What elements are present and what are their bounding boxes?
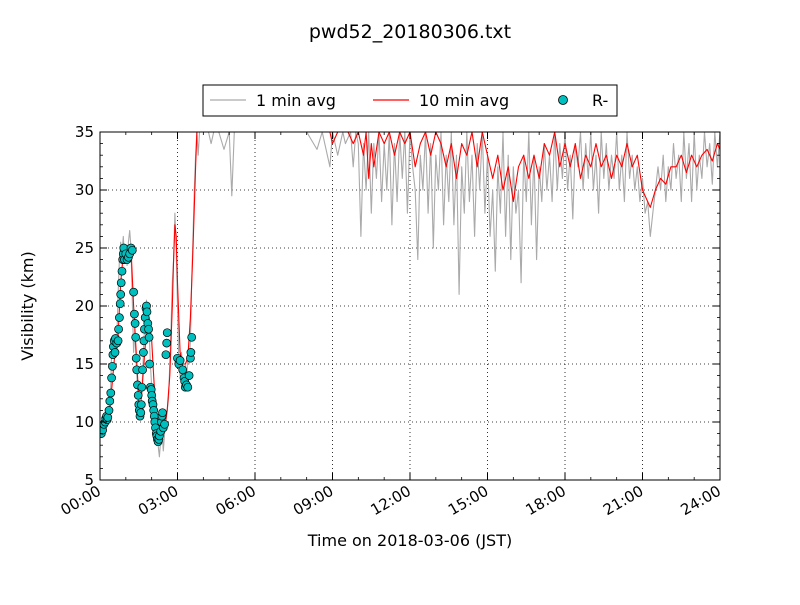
data-point-r	[144, 332, 154, 342]
x-tick-label: 15:00	[445, 482, 491, 519]
chart-title: pwd52_20180306.txt	[309, 21, 511, 43]
data-point-r	[158, 408, 167, 418]
y-tick-label: 10	[75, 413, 94, 431]
legend: 1 min avg 10 min avg R-	[202, 84, 618, 117]
data-point-r	[184, 371, 194, 380]
data-point-r	[110, 348, 120, 357]
data-point-r	[160, 419, 169, 429]
data-point-r	[106, 388, 116, 398]
grid	[100, 132, 720, 480]
data-point-r	[104, 406, 114, 415]
x-tick-label: 21:00	[600, 482, 646, 519]
series-line-10-min-avg	[100, 132, 720, 440]
data-point-r	[133, 390, 143, 400]
x-tick-label: 09:00	[290, 482, 336, 519]
y-tick-label: 35	[75, 123, 94, 141]
data-point-r	[115, 313, 124, 322]
legend-label-1-min-avg: 1 min avg	[256, 91, 336, 110]
data-point-r	[162, 338, 172, 348]
y-tick-label: 5	[84, 471, 94, 489]
series-line-1-min-avg	[100, 132, 720, 458]
legend-label-r-minus: R-	[592, 91, 608, 110]
data-point-r	[142, 307, 152, 317]
y-tick-label: 30	[75, 181, 94, 199]
x-tick-label: 00:00	[58, 482, 104, 519]
data-point-r	[114, 324, 123, 334]
y-axis-label: Visibility (km)	[18, 251, 37, 360]
data-point-r	[162, 328, 172, 338]
data-point-r	[116, 278, 126, 288]
series-points-r	[100, 243, 197, 447]
data-point-r	[115, 299, 125, 309]
x-tick-label: 03:00	[135, 482, 181, 519]
y-tick-label: 25	[75, 239, 94, 257]
data-point-r	[129, 287, 138, 297]
data-point-r	[130, 309, 139, 319]
data-point-r	[117, 266, 127, 276]
data-point-r	[144, 324, 153, 334]
data-point-r	[145, 359, 154, 369]
data-point-r	[137, 382, 147, 392]
data-point-r	[108, 361, 117, 371]
data-point-r	[161, 350, 171, 360]
x-tick-label: 24:00	[678, 482, 724, 519]
data-point-r	[105, 396, 115, 406]
x-axis-label: Time on 2018-03-06 (JST)	[307, 531, 512, 550]
data-point-r	[127, 245, 137, 255]
data-point-r	[131, 353, 141, 363]
y-tick-label: 15	[75, 355, 94, 373]
data-point-r	[175, 356, 185, 365]
data-point-r	[183, 382, 193, 392]
data-point-r	[136, 408, 146, 418]
data-point-r	[103, 413, 113, 422]
x-tick-label: 18:00	[523, 482, 569, 519]
data-point-r	[186, 348, 196, 357]
x-tick-label: 12:00	[368, 482, 414, 519]
data-point-r	[136, 400, 146, 409]
legend-frame	[202, 84, 618, 117]
legend-label-10-min-avg: 10 min avg	[419, 91, 509, 110]
data-point-r	[116, 290, 126, 299]
legend-marker-r-minus	[558, 95, 568, 105]
plot-series	[100, 132, 720, 458]
data-point-r	[178, 365, 188, 375]
data-point-r	[107, 373, 116, 383]
data-point-r	[130, 319, 140, 328]
x-tick-label: 06:00	[213, 482, 259, 519]
data-point-r	[131, 332, 141, 342]
data-point-r	[113, 336, 123, 346]
data-point-r	[187, 332, 197, 342]
data-point-r	[139, 348, 148, 357]
data-point-r	[138, 365, 147, 375]
y-tick-label: 20	[75, 297, 94, 315]
